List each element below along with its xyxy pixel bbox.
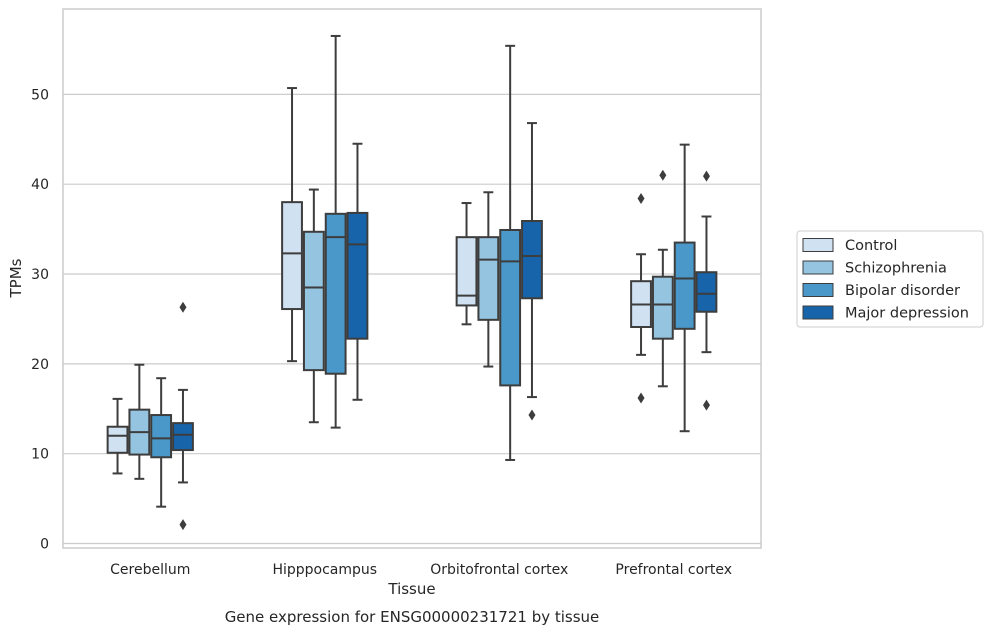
box-group: [673, 143, 696, 433]
legend: Control Schizophrenia Bipolar disorder Majo…: [796, 230, 984, 328]
plot-frame: [62, 8, 762, 549]
x-tick-labels: Cerebellum Hipppocampus Orbitofrontal cort…: [110, 562, 732, 578]
y-tick-label: 30: [31, 267, 49, 283]
outlier-point: [637, 193, 645, 205]
box: [477, 236, 500, 321]
x-tick-label: Prefrontal cortex: [615, 562, 732, 578]
legend-swatch: [802, 238, 834, 252]
box: [281, 201, 303, 311]
box: [172, 422, 194, 452]
legend-label: Bipolar disorder: [845, 283, 960, 299]
box: [695, 271, 718, 313]
box-group: [499, 44, 522, 461]
figure-caption: Gene expression for ENSG00000231721 by t…: [225, 608, 600, 626]
box: [346, 211, 369, 340]
box-group: [281, 87, 303, 363]
box-group: [477, 191, 500, 368]
box-group: [630, 193, 652, 404]
y-tick-label: 20: [31, 357, 49, 373]
box-group: [324, 34, 347, 429]
box-group: [346, 142, 369, 401]
y-tick-label: 50: [31, 87, 49, 103]
outlier-point: [702, 170, 710, 182]
box: [521, 220, 543, 300]
legend-swatch: [802, 305, 834, 320]
outlier-point: [528, 409, 536, 421]
x-tick-label: Orbitofrontal cortex: [430, 562, 568, 578]
box-group: [150, 377, 173, 508]
outlier-point: [179, 519, 187, 531]
box: [106, 425, 129, 454]
box-group: [172, 301, 194, 531]
box-group: [695, 170, 718, 411]
x-tick-label: Hipppocampus: [272, 562, 377, 578]
box: [150, 414, 173, 459]
box-group: [521, 122, 543, 421]
outlier-point: [702, 399, 710, 411]
box: [455, 236, 478, 307]
y-axis-label: TPMs: [7, 258, 25, 298]
x-axis-label: Tissue: [387, 580, 435, 598]
box: [324, 212, 347, 375]
box: [651, 275, 674, 340]
legend-frame: [796, 230, 984, 328]
legend-label: Schizophrenia: [845, 261, 947, 277]
y-tick-label: 0: [40, 537, 49, 553]
box-group: [651, 169, 674, 388]
legend-swatch: [802, 260, 834, 275]
legend-swatch: [802, 283, 834, 297]
box-group: [455, 202, 478, 326]
box: [302, 230, 325, 372]
box: [499, 228, 522, 387]
outlier-point: [637, 392, 645, 404]
gridlines: [63, 93, 761, 545]
legend-label: Major depression: [845, 306, 969, 322]
box: [673, 241, 696, 330]
y-tick-label: 10: [31, 447, 49, 463]
legend-label: Control: [845, 238, 897, 254]
y-tick-labels: 0 10 20 30 40 50: [31, 87, 49, 552]
x-tick-label: Cerebellum: [110, 562, 190, 578]
box-group: [106, 397, 129, 475]
outlier-point: [659, 169, 667, 181]
box-group: [128, 363, 151, 480]
outlier-point: [179, 301, 187, 313]
boxes-layer: [106, 34, 718, 531]
y-tick-label: 40: [31, 177, 49, 193]
box-group: [302, 188, 325, 424]
